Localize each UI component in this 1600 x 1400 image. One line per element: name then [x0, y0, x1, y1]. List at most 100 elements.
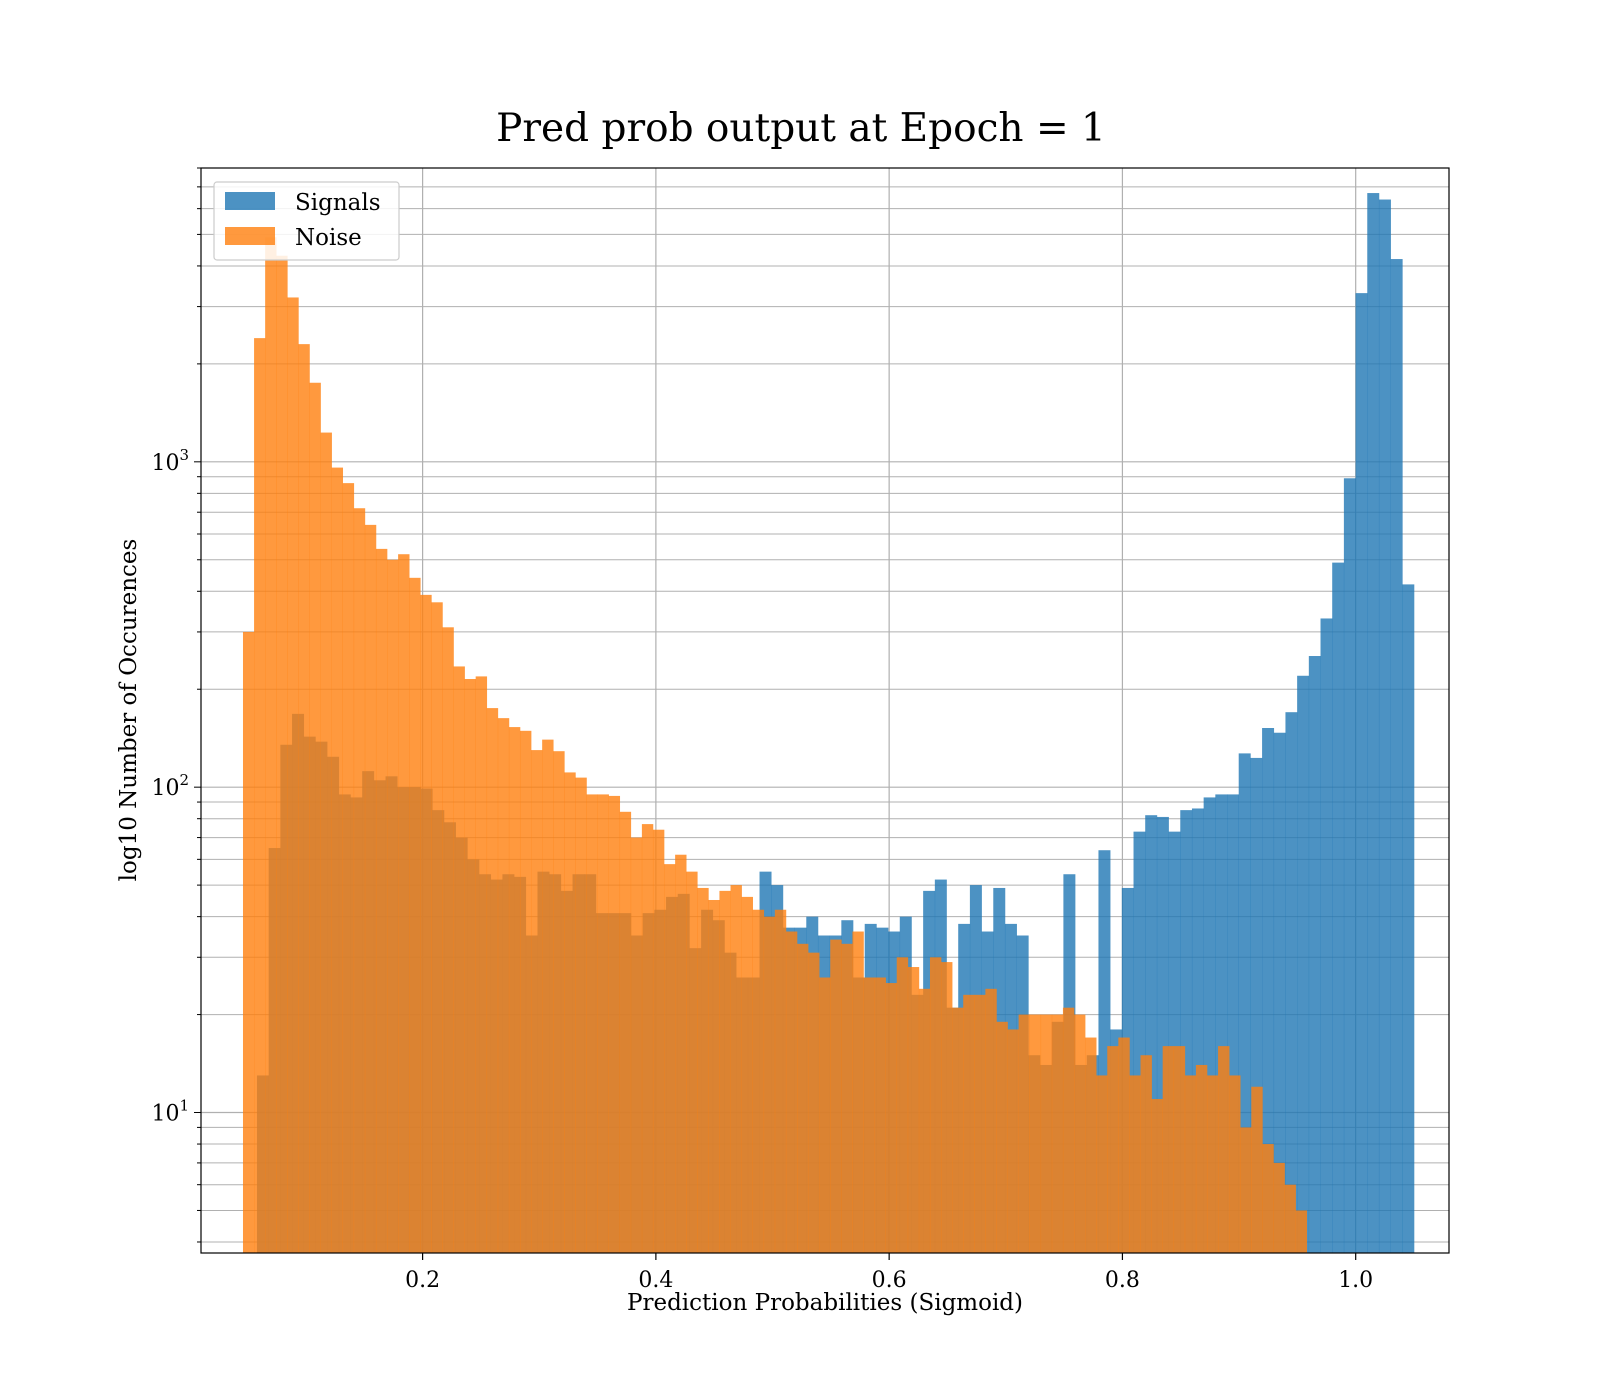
x-tick-label: 1.0 [1338, 1268, 1373, 1293]
bar-noise [331, 467, 344, 1253]
bar-signals [1191, 808, 1204, 1253]
bar-noise [320, 432, 332, 1254]
bar-noise [1074, 1014, 1086, 1253]
bar-signals [1402, 584, 1415, 1253]
bar-noise [1007, 1029, 1019, 1253]
bar-noise [819, 977, 831, 1253]
bar-noise [409, 577, 421, 1253]
bar-noise [564, 772, 576, 1253]
bar-noise [1295, 1210, 1308, 1253]
bar-signals [1156, 816, 1169, 1253]
bar-noise [508, 727, 521, 1253]
x-tick-label: 0.2 [405, 1268, 440, 1293]
bar-signals [1332, 562, 1345, 1253]
x-tick-label: 0.6 [872, 1268, 907, 1293]
bar-noise [298, 344, 310, 1253]
legend: Signals Noise [213, 181, 400, 261]
bar-noise [431, 602, 443, 1253]
bar-signals [1215, 794, 1228, 1253]
bar-signals [1238, 753, 1251, 1253]
bar-noise [941, 962, 953, 1253]
bar-noise [1029, 1014, 1042, 1253]
y-axis-label: log10 Number of Occurences [116, 539, 142, 882]
bar-noise [519, 730, 532, 1253]
plot-frame [200, 167, 1450, 1254]
series-noise [242, 237, 1308, 1254]
bar-noise [342, 483, 355, 1254]
bar-signals [1180, 810, 1193, 1253]
bar-noise [276, 255, 288, 1253]
bar-noise [353, 508, 366, 1253]
bar-noise [918, 988, 931, 1253]
bar-noise [996, 1021, 1008, 1253]
bar-noise [697, 887, 709, 1253]
bar-noise [309, 382, 321, 1254]
bar-noise [475, 676, 488, 1253]
bar-noise [364, 524, 377, 1253]
bar-noise [531, 750, 543, 1253]
bar-noise [553, 751, 565, 1253]
bar-signals [1203, 797, 1216, 1253]
bar-noise [486, 708, 499, 1253]
bar-noise [874, 977, 886, 1253]
bar-noise [1151, 1099, 1163, 1253]
bar-noise [387, 559, 399, 1253]
bar-signals [1145, 815, 1158, 1253]
y-tick-label: 101 [151, 1097, 189, 1127]
bar-noise [664, 864, 676, 1253]
x-tick-label: 0.4 [638, 1268, 673, 1293]
legend-label-noise: Noise [295, 225, 362, 251]
x-axis-label: Prediction Probabilities (Sigmoid) [627, 1290, 1023, 1316]
bar-noise [896, 957, 909, 1253]
bar-noise [497, 718, 510, 1253]
bar-noise [1173, 1046, 1186, 1253]
legend-swatch-noise [225, 227, 275, 245]
bar-signals [1227, 794, 1240, 1253]
bar-noise [1251, 1086, 1263, 1253]
bar-noise [885, 983, 898, 1253]
bar-signals [1262, 728, 1275, 1253]
axis-ticks: 0.2 0.4 0.6 0.8 1.0 101 102 103 [151, 167, 1373, 1293]
bar-noise [586, 794, 598, 1253]
bar-signals [1308, 656, 1321, 1253]
bar-noise [797, 943, 809, 1253]
bar-noise [464, 679, 476, 1253]
bar-noise [1018, 1014, 1030, 1253]
bar-noise [1195, 1064, 1208, 1253]
bar-noise [1262, 1144, 1274, 1253]
bar-noise [1096, 1075, 1108, 1253]
bar-noise [741, 896, 753, 1253]
bar-noise [1129, 1075, 1141, 1253]
bar-noise [774, 909, 787, 1253]
bar-signals [1273, 732, 1286, 1253]
bar-noise [287, 297, 299, 1253]
bar-noise [1118, 1037, 1130, 1253]
bar-noise [830, 939, 842, 1253]
bar-signals [1390, 259, 1403, 1254]
bar-noise [1085, 1037, 1097, 1253]
bar-noise [963, 994, 975, 1253]
bar-signals [1285, 712, 1298, 1253]
bar-noise [974, 994, 986, 1253]
legend-swatch-signals [225, 192, 275, 210]
bar-noise [852, 931, 864, 1253]
bar-noise [619, 811, 632, 1253]
bar-noise [375, 548, 388, 1253]
bar-noise [1206, 1075, 1219, 1253]
bar-signals [1355, 293, 1368, 1254]
y-tick-label: 103 [151, 446, 189, 476]
legend-label-signals: Signals [295, 190, 381, 216]
bar-noise [1051, 1014, 1064, 1253]
bar-noise [1240, 1127, 1252, 1253]
bar-noise [1284, 1184, 1296, 1253]
bar-signals [1098, 850, 1111, 1253]
bar-noise [985, 988, 997, 1253]
bar-noise [763, 916, 776, 1253]
bar-noise [1140, 1055, 1152, 1253]
bar-noise [841, 943, 853, 1253]
bar-noise [808, 952, 820, 1253]
bar-noise [597, 794, 609, 1253]
bar-noise [863, 977, 875, 1253]
bar-signals [1367, 193, 1380, 1253]
